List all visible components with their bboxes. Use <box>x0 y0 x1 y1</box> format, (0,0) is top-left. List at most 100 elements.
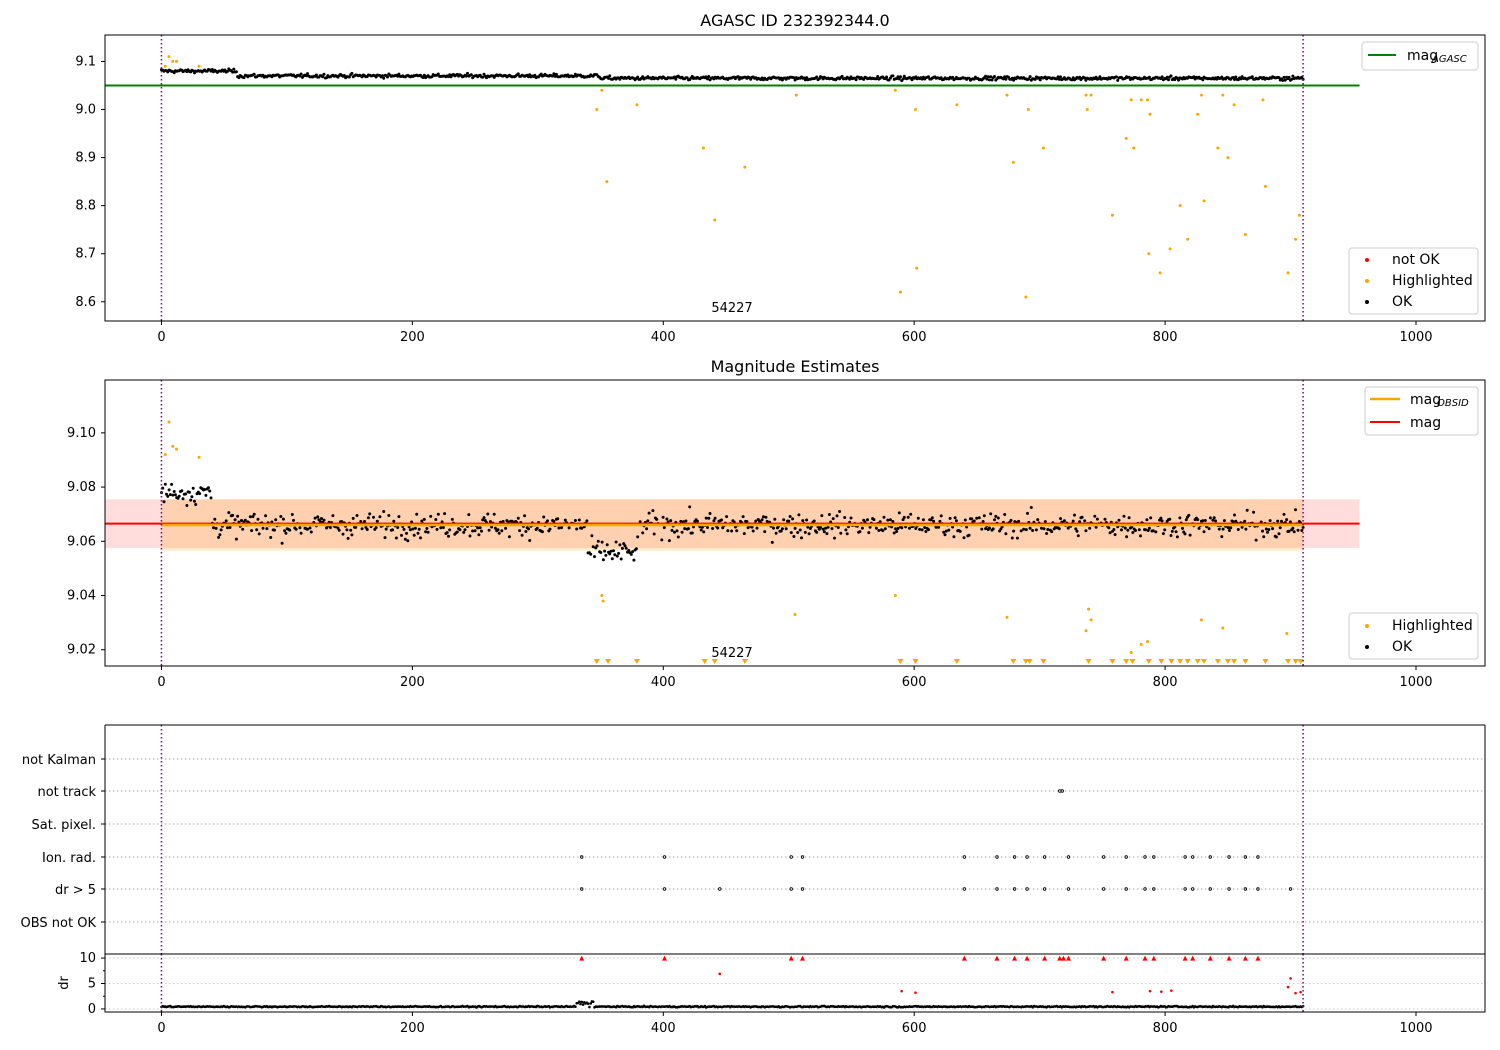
ok-point <box>899 75 902 79</box>
ok-point <box>1277 76 1281 80</box>
ok-point <box>417 527 421 531</box>
ok-point <box>236 514 240 518</box>
ok-point <box>1233 513 1236 517</box>
ok-point <box>422 73 426 77</box>
ok-point <box>665 517 669 521</box>
ok-point <box>337 528 341 532</box>
ok-point <box>190 495 194 499</box>
ok-point <box>699 528 703 532</box>
ok-point <box>700 525 704 529</box>
ok-point <box>1046 528 1050 531</box>
ok-point <box>306 527 309 531</box>
legend-status-estimates: Highlighted OK <box>1348 612 1479 660</box>
flag-point <box>1183 855 1187 859</box>
ok-point <box>894 527 897 531</box>
ok-point <box>180 489 184 493</box>
ok-point <box>660 538 664 542</box>
ok-point <box>464 74 468 78</box>
ok-point <box>872 518 876 522</box>
highlighted-point <box>1199 93 1203 97</box>
ok-point <box>891 520 895 523</box>
ok-point <box>1073 513 1076 517</box>
y-tick-label: 9.10 <box>67 426 96 441</box>
ok-point <box>985 77 989 81</box>
ok-point <box>1161 532 1165 536</box>
ok-point <box>274 518 278 522</box>
highlighted-point <box>1087 607 1091 611</box>
ok-point <box>667 539 671 543</box>
dr-point <box>586 1002 590 1005</box>
flag-point <box>1152 855 1156 859</box>
ok-point <box>191 486 195 490</box>
ok-point <box>993 518 996 522</box>
ok-point <box>1052 527 1056 531</box>
dr-clipped-marker <box>1190 955 1196 961</box>
x-tick-label: 1000 <box>1399 675 1432 690</box>
below-range-marker <box>897 659 904 664</box>
ok-point <box>763 530 767 534</box>
below-range-marker <box>1262 659 1269 664</box>
ok-point <box>1292 530 1296 534</box>
highlighted-point <box>915 266 919 270</box>
x-tick-label: 600 <box>902 1021 927 1036</box>
ok-point <box>1028 75 1032 79</box>
ok-point <box>422 517 426 521</box>
highlighted-point <box>898 290 902 294</box>
ok-point <box>1278 526 1282 530</box>
ok-point <box>793 526 797 530</box>
ok-point <box>318 520 322 523</box>
ok-point <box>1146 529 1150 532</box>
ok-point <box>400 533 403 537</box>
ok-point <box>954 519 958 523</box>
flag-point <box>1060 789 1064 793</box>
ok-point <box>984 74 988 78</box>
ok-point <box>380 74 384 78</box>
ok-point <box>391 528 395 532</box>
ok-point <box>673 75 676 79</box>
ok-point <box>651 509 655 513</box>
highlighted-point <box>794 93 798 97</box>
flag-point <box>1227 855 1231 859</box>
ok-point <box>684 519 688 523</box>
dr-high-point <box>1294 991 1297 995</box>
ok-point <box>413 526 417 530</box>
ok-point <box>901 518 905 522</box>
ok-point <box>477 533 481 537</box>
below-range-marker <box>1168 659 1175 664</box>
flag-point <box>1012 855 1017 859</box>
below-range-marker <box>1200 659 1207 664</box>
ok-point <box>557 526 561 530</box>
ok-point <box>1088 526 1092 530</box>
ok-point <box>876 75 880 78</box>
dr-clipped-marker <box>1207 955 1213 961</box>
ok-point <box>507 535 511 539</box>
ok-point <box>1267 528 1271 532</box>
ok-point <box>542 515 546 519</box>
ok-point <box>455 530 459 534</box>
ok-point <box>493 526 497 530</box>
ok-point <box>403 537 407 541</box>
ok-point <box>614 540 618 544</box>
highlighted-point <box>1178 204 1182 208</box>
ok-point <box>773 517 777 521</box>
ok-point <box>1022 527 1026 531</box>
ok-point <box>580 526 584 530</box>
ok-point <box>563 518 567 522</box>
highlighted-point <box>1199 618 1203 622</box>
highlighted-point <box>197 64 201 68</box>
ok-point <box>226 69 229 73</box>
flag-point <box>995 855 999 859</box>
ok-point <box>824 526 828 530</box>
dr-point <box>591 1000 595 1003</box>
dr-clipped-marker <box>1142 955 1148 961</box>
ok-point <box>203 488 207 491</box>
ok-point <box>595 544 599 548</box>
ok-point <box>527 527 530 531</box>
ok-point <box>217 535 221 539</box>
ok-point <box>1159 516 1163 520</box>
ok-point <box>661 515 665 519</box>
ok-point <box>1027 77 1031 81</box>
ok-point <box>185 504 189 507</box>
x-tick-label: 200 <box>400 675 425 690</box>
y-tick-label: 9.08 <box>67 480 96 495</box>
